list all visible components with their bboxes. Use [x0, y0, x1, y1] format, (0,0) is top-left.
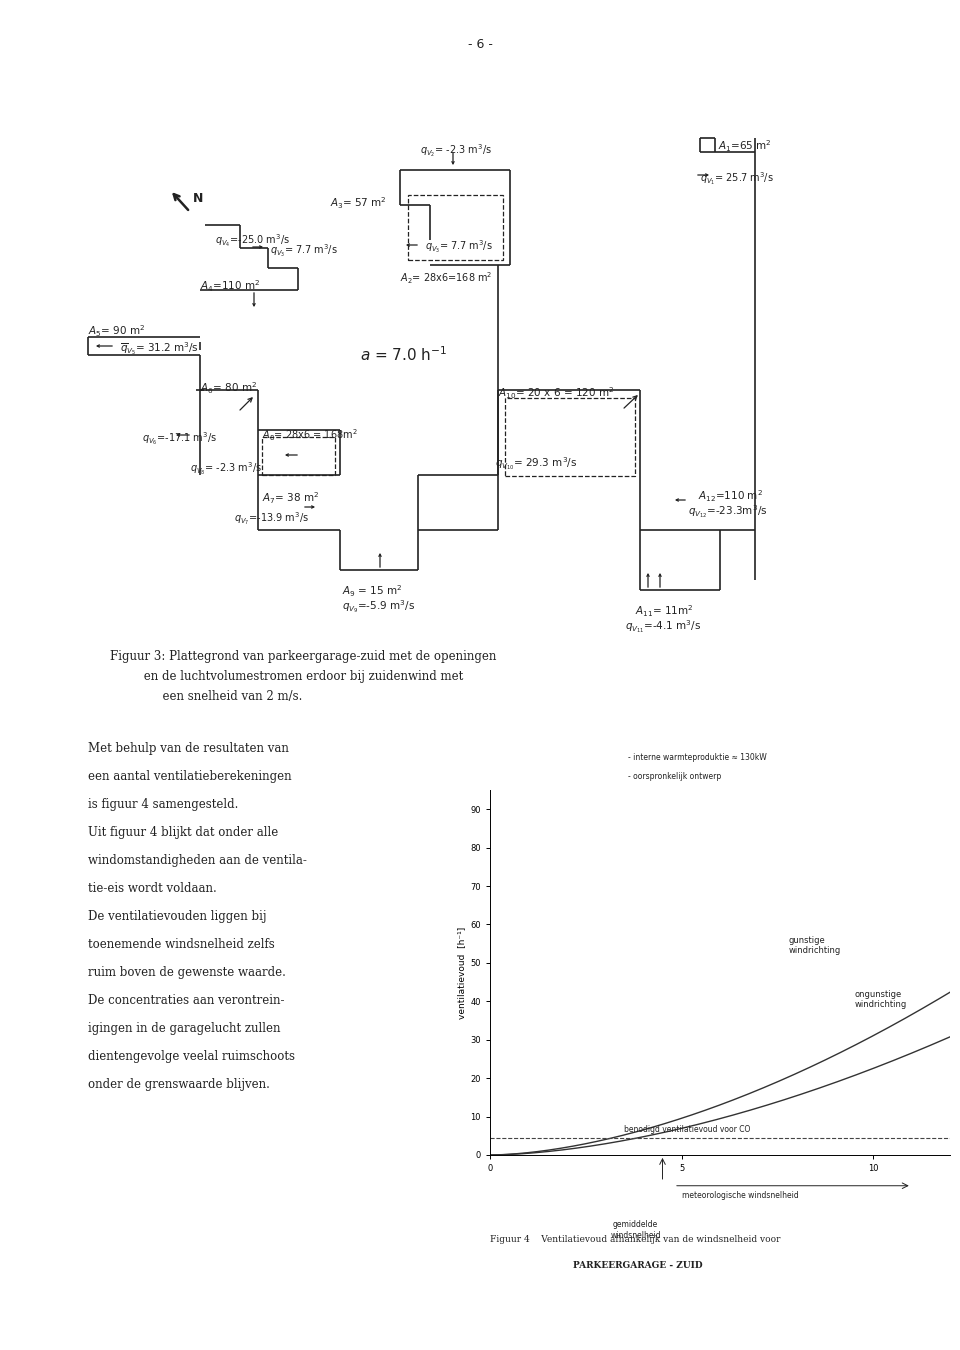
Text: - 6 -: - 6 -	[468, 38, 492, 51]
Text: $A_{12}$=110 m$^2$: $A_{12}$=110 m$^2$	[698, 487, 763, 504]
Text: N: N	[193, 192, 204, 205]
Text: De ventilatievouden liggen bij: De ventilatievouden liggen bij	[88, 910, 267, 923]
Text: ruim boven de gewenste waarde.: ruim boven de gewenste waarde.	[88, 967, 286, 979]
Text: dientengevolge veelal ruimschoots: dientengevolge veelal ruimschoots	[88, 1050, 295, 1062]
Text: $q_{V_{12}}$=-23.3m$^3$/s: $q_{V_{12}}$=-23.3m$^3$/s	[688, 504, 768, 520]
Text: is figuur 4 samengesteld.: is figuur 4 samengesteld.	[88, 798, 238, 811]
Text: $q_{V_3}$= 7.7 m$^3$/s: $q_{V_3}$= 7.7 m$^3$/s	[425, 238, 492, 255]
Text: $A_3$= 57 m$^2$: $A_3$= 57 m$^2$	[330, 194, 386, 211]
Text: $q_{V_7}$=-13.9 m$^3$/s: $q_{V_7}$=-13.9 m$^3$/s	[234, 510, 309, 526]
Bar	[262, 437, 335, 475]
Text: Met behulp van de resultaten van: Met behulp van de resultaten van	[88, 743, 289, 755]
Bar	[408, 194, 503, 261]
Text: $q_{V_9}$=-5.9 m$^3$/s: $q_{V_9}$=-5.9 m$^3$/s	[342, 598, 415, 614]
Text: ongunstige
windrichting: ongunstige windrichting	[854, 990, 906, 1008]
Text: windomstandigheden aan de ventila-: windomstandigheden aan de ventila-	[88, 855, 307, 867]
Text: Figuur 3: Plattegrond van parkeergarage-zuid met de openingen: Figuur 3: Plattegrond van parkeergarage-…	[110, 649, 496, 663]
Text: $A_{11}$= 11m$^2$: $A_{11}$= 11m$^2$	[635, 603, 693, 618]
Text: - oorspronkelijk ontwerp: - oorspronkelijk ontwerp	[628, 772, 721, 780]
Bar	[505, 398, 635, 477]
Text: $q_{V_8}$= -2.3 m$^3$/s: $q_{V_8}$= -2.3 m$^3$/s	[190, 460, 262, 477]
Text: igingen in de garagelucht zullen: igingen in de garagelucht zullen	[88, 1022, 280, 1035]
Text: een aantal ventilatieberekeningen: een aantal ventilatieberekeningen	[88, 769, 292, 783]
Text: $A_5$= 90 m$^2$: $A_5$= 90 m$^2$	[88, 323, 145, 339]
Text: De concentraties aan verontrein-: De concentraties aan verontrein-	[88, 994, 284, 1007]
Text: Uit figuur 4 blijkt dat onder alle: Uit figuur 4 blijkt dat onder alle	[88, 826, 278, 838]
Text: $A_1$=65 m$^2$: $A_1$=65 m$^2$	[718, 138, 772, 154]
Text: $q_{V_2}$= -2.3 m$^3$/s: $q_{V_2}$= -2.3 m$^3$/s	[420, 142, 492, 159]
Text: $A_{10}$= 20 x 6 = 120 m$^2$: $A_{10}$= 20 x 6 = 120 m$^2$	[498, 385, 614, 401]
Text: toenemende windsnelheid zelfs: toenemende windsnelheid zelfs	[88, 938, 275, 950]
Text: $\overline{q}_{V_5}$= 31.2 m$^3$/s: $\overline{q}_{V_5}$= 31.2 m$^3$/s	[120, 340, 199, 356]
Text: $q_{V_3}$= 7.7 m$^3$/s: $q_{V_3}$= 7.7 m$^3$/s	[270, 242, 338, 259]
Text: meteorologische windsnelheid: meteorologische windsnelheid	[682, 1192, 799, 1200]
Text: $A_9$ = 15 m$^2$: $A_9$ = 15 m$^2$	[342, 583, 402, 598]
Text: $A_7$= 38 m$^2$: $A_7$= 38 m$^2$	[262, 490, 319, 506]
Text: - interne warmteproduktie ≈ 130kW: - interne warmteproduktie ≈ 130kW	[628, 753, 767, 763]
Text: $q_{V_1}$= 25.7 m$^3$/s: $q_{V_1}$= 25.7 m$^3$/s	[700, 170, 774, 186]
Text: gemiddelde
windsnelheid: gemiddelde windsnelheid	[611, 1220, 661, 1239]
Text: PARKEERGARAGE - ZUID: PARKEERGARAGE - ZUID	[573, 1261, 703, 1270]
Text: $A_2$= 28x6=168 m$^2$: $A_2$= 28x6=168 m$^2$	[400, 270, 492, 286]
Text: $q_{V_4}$=-25.0 m$^3$/s: $q_{V_4}$=-25.0 m$^3$/s	[215, 232, 290, 248]
Text: $A_4$=110 m$^2$: $A_4$=110 m$^2$	[200, 278, 260, 293]
Text: $q_{V_{10}}$= 29.3 m$^3$/s: $q_{V_{10}}$= 29.3 m$^3$/s	[495, 455, 577, 472]
Text: een snelheid van 2 m/s.: een snelheid van 2 m/s.	[110, 690, 302, 703]
Text: $q_{V_6}$=-17.1 m$^3$/s: $q_{V_6}$=-17.1 m$^3$/s	[142, 431, 217, 447]
Y-axis label: ventilatievoud  [h⁻¹]: ventilatievoud [h⁻¹]	[457, 926, 467, 1019]
Text: $A_8$= 28x6 = 168m$^2$: $A_8$= 28x6 = 168m$^2$	[262, 427, 358, 443]
Text: benodigd ventilatievoud voor CO: benodigd ventilatievoud voor CO	[624, 1125, 751, 1134]
Text: onder de grenswaarde blijven.: onder de grenswaarde blijven.	[88, 1079, 270, 1091]
Text: en de luchtvolumestromen erdoor bij zuidenwind met: en de luchtvolumestromen erdoor bij zuid…	[110, 670, 464, 683]
Text: gunstige
windrichting: gunstige windrichting	[789, 936, 841, 956]
Text: $a$ = 7.0 h$^{-1}$: $a$ = 7.0 h$^{-1}$	[360, 346, 447, 363]
Text: $A_6$= 80 m$^2$: $A_6$= 80 m$^2$	[200, 379, 257, 396]
Text: tie-eis wordt voldaan.: tie-eis wordt voldaan.	[88, 882, 217, 895]
Text: Figuur 4    Ventilatievoud afhankelijk van de windsnelheid voor: Figuur 4 Ventilatievoud afhankelijk van …	[490, 1235, 780, 1245]
Text: $q_{V_{11}}$=-4.1 m$^3$/s: $q_{V_{11}}$=-4.1 m$^3$/s	[625, 618, 702, 634]
